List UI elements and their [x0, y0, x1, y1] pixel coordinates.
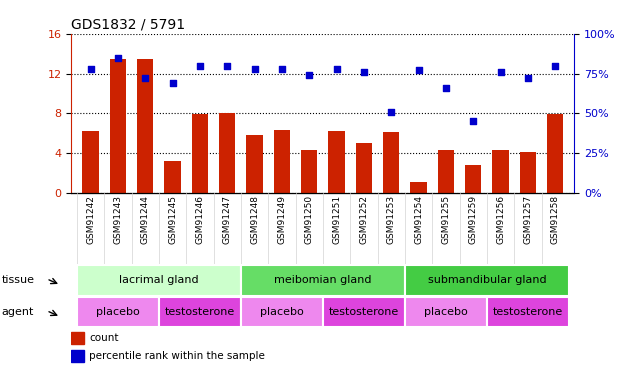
Bar	[83, 131, 99, 193]
Text: GSM91246: GSM91246	[196, 195, 204, 244]
Text: GSM91247: GSM91247	[223, 195, 232, 244]
Bar	[159, 297, 241, 327]
Text: testosterone: testosterone	[165, 307, 235, 317]
Point	[86, 66, 96, 72]
Bar	[219, 113, 235, 193]
Text: GSM91242: GSM91242	[86, 195, 95, 244]
Bar	[241, 265, 405, 296]
Text: GSM91250: GSM91250	[305, 195, 314, 244]
Bar	[520, 152, 536, 193]
Text: placebo: placebo	[424, 307, 468, 317]
Text: placebo: placebo	[96, 307, 140, 317]
Bar	[383, 132, 399, 193]
Bar	[77, 297, 159, 327]
Point	[222, 63, 232, 69]
Text: GSM91251: GSM91251	[332, 195, 341, 244]
Text: testosterone: testosterone	[329, 307, 399, 317]
Text: GSM91256: GSM91256	[496, 195, 505, 244]
Point	[359, 69, 369, 75]
Point	[277, 66, 287, 72]
Text: submandibular gland: submandibular gland	[428, 275, 546, 285]
Text: GDS1832 / 5791: GDS1832 / 5791	[71, 17, 186, 31]
Point	[113, 55, 123, 61]
Bar	[77, 265, 241, 296]
Text: lacrimal gland: lacrimal gland	[119, 275, 199, 285]
Point	[332, 66, 342, 72]
Text: testosterone: testosterone	[493, 307, 563, 317]
Text: GSM91245: GSM91245	[168, 195, 177, 244]
Bar	[487, 297, 569, 327]
Point	[496, 69, 505, 75]
Bar	[71, 332, 84, 344]
Text: GSM91255: GSM91255	[442, 195, 450, 244]
Bar	[438, 150, 454, 193]
Point	[414, 68, 424, 74]
Bar	[356, 143, 372, 193]
Text: placebo: placebo	[260, 307, 304, 317]
Bar	[241, 297, 323, 327]
Text: GSM91253: GSM91253	[387, 195, 396, 244]
Bar	[547, 114, 563, 193]
Text: percentile rank within the sample: percentile rank within the sample	[89, 351, 265, 361]
Bar	[405, 265, 569, 296]
Bar	[110, 58, 126, 193]
Bar	[492, 150, 509, 193]
Point	[550, 63, 560, 69]
Text: GSM91254: GSM91254	[414, 195, 423, 244]
Point	[441, 85, 451, 91]
Bar	[410, 182, 427, 193]
Bar	[329, 131, 345, 193]
Text: GSM91249: GSM91249	[278, 195, 286, 244]
Bar	[137, 58, 153, 193]
Text: GSM91244: GSM91244	[141, 195, 150, 244]
Point	[195, 63, 205, 69]
Text: GSM91259: GSM91259	[469, 195, 478, 244]
Text: GSM91243: GSM91243	[114, 195, 122, 244]
Bar	[192, 114, 208, 193]
Bar	[323, 297, 405, 327]
Text: count: count	[89, 333, 119, 343]
Text: GSM91258: GSM91258	[551, 195, 560, 244]
Point	[304, 72, 314, 78]
Point	[250, 66, 260, 72]
Bar	[301, 150, 317, 193]
Text: tissue: tissue	[1, 275, 34, 285]
Text: agent: agent	[1, 307, 34, 317]
Point	[140, 75, 150, 81]
Text: meibomian gland: meibomian gland	[274, 275, 372, 285]
Bar	[465, 165, 481, 193]
Bar	[247, 135, 263, 193]
Point	[468, 118, 478, 124]
Text: GSM91252: GSM91252	[360, 195, 368, 244]
Text: GSM91257: GSM91257	[524, 195, 532, 244]
Point	[523, 75, 533, 81]
Bar	[405, 297, 487, 327]
Bar	[165, 161, 181, 193]
Point	[386, 109, 396, 115]
Point	[168, 80, 178, 86]
Bar	[274, 130, 290, 193]
Text: GSM91248: GSM91248	[250, 195, 259, 244]
Bar	[71, 350, 84, 362]
